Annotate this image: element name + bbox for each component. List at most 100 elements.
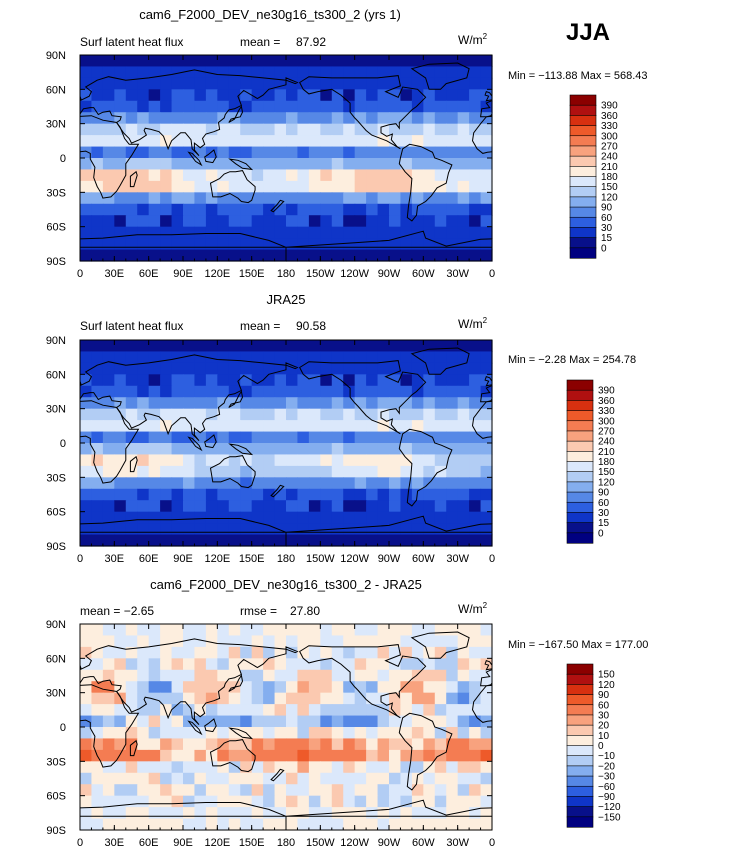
field-cell [205, 658, 218, 671]
field-cell [469, 420, 482, 433]
field-cell [411, 772, 424, 785]
field-cell [446, 374, 459, 387]
field-cell [125, 100, 138, 113]
field-cell [457, 749, 470, 762]
field-cell [297, 169, 310, 182]
field-cell [469, 704, 482, 717]
field-cell [308, 340, 321, 353]
field-cell [423, 465, 436, 478]
field-cell [400, 727, 413, 740]
field-cell [240, 646, 253, 659]
field-cell [320, 646, 333, 659]
field-cell [469, 180, 482, 193]
field-cell [263, 727, 276, 740]
field-cell [389, 795, 402, 808]
field-cell [274, 488, 287, 501]
field-cell [354, 226, 367, 239]
field-cell [286, 100, 299, 113]
field-cell [240, 77, 253, 90]
field-cell [91, 55, 104, 68]
legend-swatch [569, 125, 597, 137]
field-cell [286, 784, 299, 797]
field-cell [343, 465, 356, 478]
field-cell [171, 249, 184, 262]
field-cell [423, 500, 436, 513]
field-cell [228, 500, 241, 513]
field-cell [366, 123, 379, 136]
field-cell [354, 215, 367, 228]
field-cell [171, 340, 184, 353]
field-cell [434, 112, 447, 125]
field-cell [148, 669, 161, 682]
field-cell [320, 443, 333, 456]
field-cell [389, 681, 402, 694]
coastline [187, 151, 203, 167]
field-cell [446, 488, 459, 501]
field-cell [297, 669, 310, 682]
legend-level-label: −10 [598, 751, 615, 762]
field-cell [480, 727, 493, 740]
field-cell [320, 624, 333, 637]
y-tick-label: 60S [46, 222, 66, 234]
legend-swatch [566, 491, 594, 503]
field-cell [411, 123, 424, 136]
field-cell [137, 431, 150, 444]
field-cell [480, 135, 493, 148]
field-cell [377, 362, 390, 375]
field-cell [125, 818, 138, 831]
field-cell [183, 727, 196, 740]
field-cell [457, 534, 470, 547]
field-cell [457, 635, 470, 648]
field-cell [423, 112, 436, 125]
field-cell [377, 635, 390, 648]
field-cell [457, 215, 470, 228]
field-cell [125, 635, 138, 648]
field-cell [263, 55, 276, 68]
field-cell [343, 454, 356, 467]
field-cell [297, 738, 310, 751]
field-cell [183, 454, 196, 467]
field-cell [102, 646, 115, 659]
field-cell [286, 249, 299, 262]
field-cell [217, 238, 230, 251]
field-cell [171, 89, 184, 102]
field-cell [434, 146, 447, 159]
field-cell [148, 727, 161, 740]
field-cell [389, 215, 402, 228]
x-tick-label: 150W [306, 553, 335, 565]
field-cell [366, 112, 379, 125]
field-cell [217, 77, 230, 90]
field-cell [354, 534, 367, 547]
field-cell [286, 89, 299, 102]
field-cell [331, 454, 344, 467]
field-cell [320, 135, 333, 148]
field-cell [480, 443, 493, 456]
legend-swatch [566, 745, 594, 757]
field-cell [263, 681, 276, 694]
field-cell [366, 374, 379, 387]
field-cell [148, 180, 161, 193]
field-cell [457, 465, 470, 478]
field-cell [423, 77, 436, 90]
field-cell [434, 249, 447, 262]
field-cell [469, 443, 482, 456]
field-cell [217, 443, 230, 456]
field-cell [240, 374, 253, 387]
field-cell [320, 351, 333, 364]
field-cell [411, 534, 424, 547]
field-cell [411, 454, 424, 467]
field-cell [217, 488, 230, 501]
field-cell [80, 454, 93, 467]
field-cell [205, 180, 218, 193]
field-cell [331, 420, 344, 433]
field-cell [434, 772, 447, 785]
field-cell [286, 511, 299, 524]
field-cell [80, 351, 93, 364]
field-cell [183, 89, 196, 102]
field-cell [297, 624, 310, 637]
field-cell [423, 443, 436, 456]
legend-swatch [569, 145, 597, 157]
field-cell [389, 772, 402, 785]
field-cell [194, 77, 207, 90]
field-cell [205, 385, 218, 398]
